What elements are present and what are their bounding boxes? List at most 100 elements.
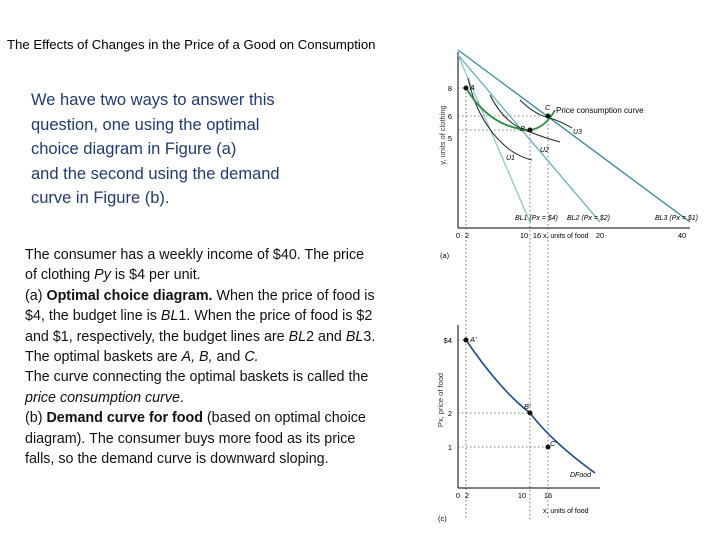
body-text: The curve connecting the optimal baskets… (25, 369, 369, 386)
y-tick: 2 (448, 409, 452, 418)
panel-label: (c) (438, 514, 447, 523)
body-line: (b) Demand curve for food (based on opti… (25, 408, 437, 428)
body-text: The consumer has a weekly income of $40.… (25, 247, 365, 263)
y-axis-label: y, units of clothing (438, 105, 447, 164)
x-tick: 0 (456, 491, 460, 500)
intro-line: We have two ways to answer this (31, 91, 275, 109)
body-line: $4, the budget line is BL1. When the pri… (25, 306, 437, 326)
guide-lines (458, 339, 548, 448)
body-text: . (179, 389, 184, 406)
body-text: Py (94, 267, 111, 284)
x-tick: 20 (596, 231, 604, 240)
body-text: is $4 per unit. (110, 267, 201, 284)
body-text: and (212, 349, 245, 366)
body-line: diagram). The consumer buys more food as… (25, 429, 437, 449)
point-b-label: B (520, 124, 525, 133)
point-a-prime-label: A' (469, 335, 477, 344)
x-tick: 10 (520, 231, 528, 240)
intro-line: and the second using the demand (31, 164, 280, 183)
x-tick: 2 (465, 491, 469, 500)
x-tick: 10 (518, 491, 526, 500)
point-a-prime (463, 337, 469, 343)
body-text: and $1, respectively, the budget lines a… (25, 328, 289, 345)
u1-label: U1 (506, 155, 515, 162)
body-text: 2 (306, 328, 315, 345)
budget-line-bl2 (457, 54, 601, 223)
intro-line: choice diagram in Figure (a) (31, 140, 237, 158)
u3-label: U3 (573, 129, 582, 136)
body-line: The optimal baskets are A, B, and C. (25, 347, 437, 367)
point-b-prime (527, 410, 533, 416)
body-text: When the price of food is (212, 287, 375, 304)
point-c-label: C (545, 103, 551, 112)
point-b (527, 127, 533, 133)
point-c-prime-label: C' (550, 439, 557, 448)
y-tick: 5 (448, 134, 452, 143)
body-text: 3 (363, 328, 372, 345)
y-tick: 8 (448, 84, 452, 93)
budget-line-bl3 (457, 49, 691, 223)
body-line: falls, so the demand curve is downward s… (25, 449, 437, 469)
body-text: $4, the budget line is (25, 308, 161, 325)
y-tick: 6 (448, 112, 452, 121)
demand-curve (465, 339, 596, 474)
bl3-label: BL3 (Px = $1) (655, 215, 698, 222)
body-text: A, B, (181, 349, 213, 366)
body-text: (a) (25, 287, 47, 304)
body-line: The curve connecting the optimal baskets… (25, 367, 437, 387)
body-line: of clothing Py is $4 per unit. (25, 265, 437, 285)
body-text: 1 (178, 308, 187, 325)
body-line: The consumer has a weekly income of $40.… (25, 245, 437, 265)
body-text: BL (160, 308, 179, 325)
point-a (463, 85, 469, 91)
body-text: of clothing (25, 267, 95, 284)
pcc-label: Price consumption curve (556, 106, 644, 115)
point-a-label: A (469, 83, 475, 92)
point-c-prime (545, 444, 551, 450)
bl2-label: BL2 (Px = $2) (567, 215, 610, 222)
point-c (545, 113, 551, 119)
budget-line-bl1 (457, 54, 531, 223)
body-text: . (371, 328, 376, 345)
body-text: (based on optimal choice (202, 410, 366, 427)
explanation-text: The consumer has a weekly income of $40.… (25, 245, 437, 469)
body-line: (a) Optimal choice diagram. When the pri… (25, 286, 437, 306)
y-axis-label: Px, price of food (436, 373, 445, 427)
body-text: diagram). The consumer buys more food as… (25, 430, 356, 447)
price-consumption-curve (465, 87, 556, 131)
x-tick: 2 (465, 231, 469, 240)
body-text: C. (244, 349, 259, 366)
y-tick: $4 (444, 336, 452, 345)
intro-text: We have two ways to answer this question… (31, 88, 316, 211)
y-tick: 1 (448, 443, 452, 452)
body-text: price consumption curve (25, 389, 180, 406)
x-axis-label: x, units of food (543, 508, 589, 515)
u2-label: U2 (540, 147, 549, 154)
point-b-prime-label: B' (524, 402, 531, 411)
indifference-curve-u1 (467, 77, 533, 161)
body-line: and $1, respectively, the budget lines a… (25, 327, 437, 347)
slide-title: The Effects of Changes in the Price of a… (7, 37, 376, 52)
body-text: falls, so the demand curve is downward s… (25, 451, 329, 468)
intro-line: question, one using the optimal (31, 115, 260, 134)
demand-label: DFood (570, 472, 592, 479)
body-line: price consumption curve. (25, 388, 437, 408)
panel-label: (a) (440, 251, 450, 260)
x-tick: 16 (544, 491, 552, 500)
body-text: (b) (25, 410, 47, 427)
x-axis-label: x, units of food (543, 233, 589, 240)
body-text: Optimal choice diagram. (46, 287, 213, 304)
figure-a: y, units of clothing 8 6 5 0 2 10 16 20 … (438, 49, 698, 520)
body-text: Demand curve for food (46, 410, 203, 427)
body-text: The optimal baskets are (25, 349, 182, 366)
body-text: BL (345, 328, 364, 345)
bl1-label: BL1 (Px = $4) (515, 215, 558, 222)
x-tick: 0 (456, 231, 460, 240)
intro-line: curve in Figure (b). (31, 189, 170, 207)
body-text: BL (288, 328, 307, 345)
body-text: . When the price of food is $2 (186, 308, 373, 325)
guide-lines (458, 87, 549, 520)
body-text: and (314, 328, 346, 345)
figure-b: Px, price of food $4 2 1 0 2 10 16 x, un… (436, 325, 600, 523)
